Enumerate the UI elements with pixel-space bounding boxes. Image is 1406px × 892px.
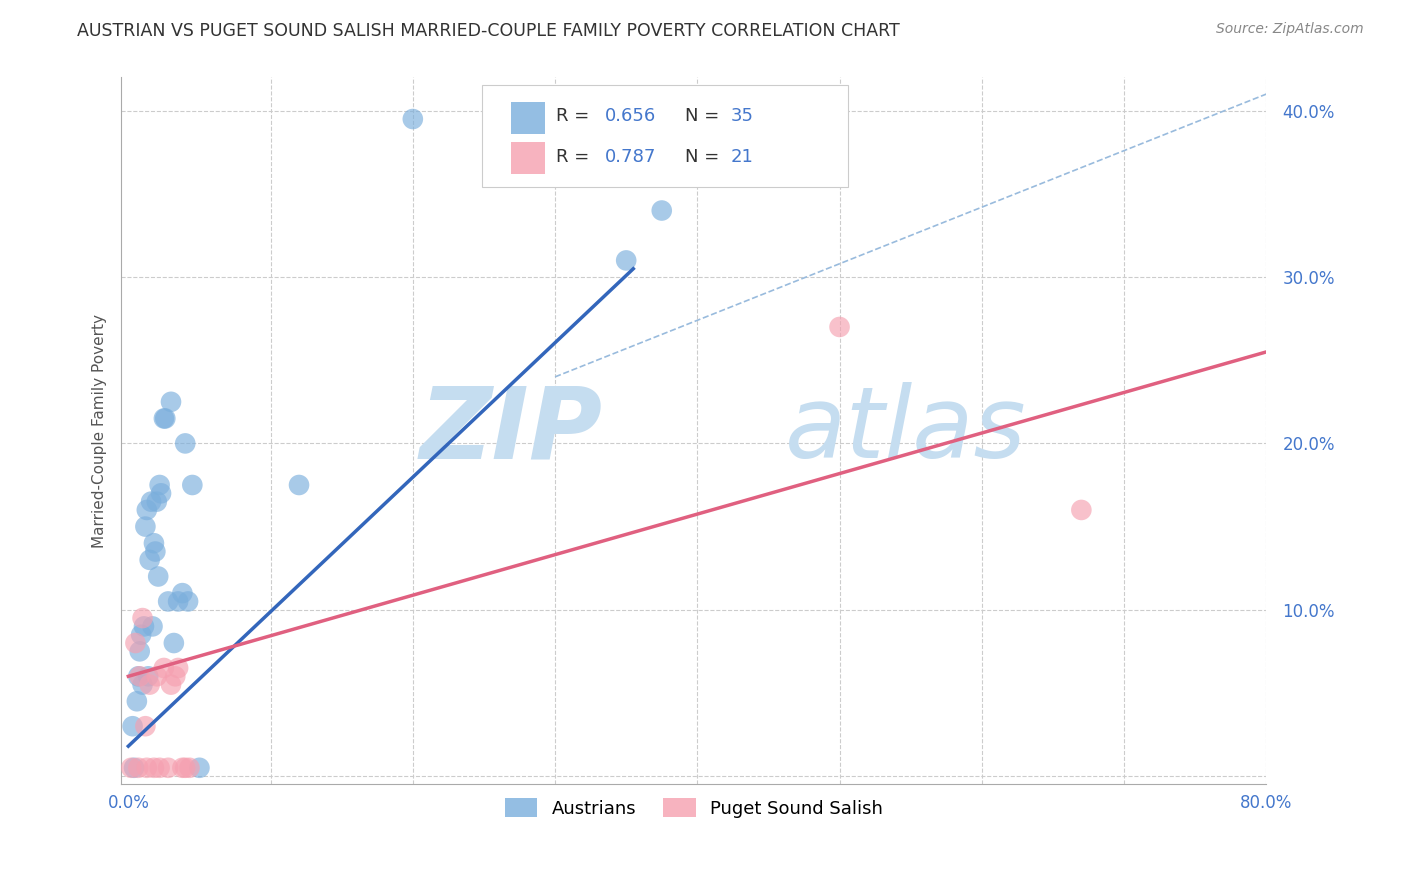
- Point: [128, 669, 150, 683]
- Point: [160, 678, 183, 692]
- Point: [402, 112, 425, 126]
- Point: [120, 761, 142, 775]
- Point: [142, 761, 165, 775]
- Point: [174, 436, 197, 450]
- Point: [614, 253, 637, 268]
- Point: [288, 478, 311, 492]
- Point: [1070, 503, 1092, 517]
- Point: [163, 636, 186, 650]
- Point: [124, 636, 146, 650]
- Point: [153, 661, 176, 675]
- Point: [122, 761, 145, 775]
- Text: 0.656: 0.656: [605, 107, 655, 125]
- Point: [167, 661, 190, 675]
- Legend: Austrians, Puget Sound Salish: Austrians, Puget Sound Salish: [498, 791, 890, 825]
- Text: R =: R =: [557, 107, 595, 125]
- Text: 21: 21: [730, 147, 754, 166]
- Text: R =: R =: [557, 147, 595, 166]
- Point: [127, 669, 149, 683]
- Point: [134, 719, 156, 733]
- Point: [828, 320, 851, 334]
- Point: [167, 594, 190, 608]
- FancyBboxPatch shape: [510, 143, 546, 174]
- Point: [651, 203, 673, 218]
- Point: [160, 394, 183, 409]
- Point: [142, 536, 165, 550]
- Point: [135, 503, 157, 517]
- Point: [132, 619, 155, 633]
- Point: [177, 594, 200, 608]
- Point: [149, 761, 172, 775]
- Point: [146, 494, 169, 508]
- Point: [150, 486, 173, 500]
- Text: atlas: atlas: [786, 383, 1026, 479]
- Y-axis label: Married-Couple Family Poverty: Married-Couple Family Poverty: [93, 314, 107, 548]
- Point: [155, 411, 177, 425]
- Text: ZIP: ZIP: [419, 383, 602, 479]
- Point: [188, 761, 211, 775]
- Point: [157, 594, 180, 608]
- FancyBboxPatch shape: [482, 85, 848, 187]
- Point: [157, 761, 180, 775]
- Point: [134, 519, 156, 533]
- Point: [143, 544, 166, 558]
- Text: Source: ZipAtlas.com: Source: ZipAtlas.com: [1216, 22, 1364, 37]
- Point: [135, 761, 157, 775]
- Point: [136, 669, 159, 683]
- Point: [128, 644, 150, 658]
- Point: [131, 678, 153, 692]
- Text: 0.787: 0.787: [605, 147, 655, 166]
- Point: [174, 761, 197, 775]
- Point: [172, 586, 194, 600]
- Text: N =: N =: [685, 147, 724, 166]
- Point: [181, 478, 204, 492]
- Text: N =: N =: [685, 107, 724, 125]
- Text: 35: 35: [730, 107, 754, 125]
- Point: [146, 669, 169, 683]
- Point: [139, 494, 162, 508]
- Text: AUSTRIAN VS PUGET SOUND SALISH MARRIED-COUPLE FAMILY POVERTY CORRELATION CHART: AUSTRIAN VS PUGET SOUND SALISH MARRIED-C…: [77, 22, 900, 40]
- Point: [165, 669, 187, 683]
- Point: [138, 553, 160, 567]
- Point: [129, 628, 152, 642]
- Point: [121, 719, 143, 733]
- Point: [149, 478, 172, 492]
- Point: [131, 611, 153, 625]
- Point: [127, 761, 149, 775]
- Point: [179, 761, 201, 775]
- Point: [153, 411, 176, 425]
- Point: [125, 694, 148, 708]
- Point: [172, 761, 194, 775]
- Point: [148, 569, 170, 583]
- Point: [138, 678, 160, 692]
- FancyBboxPatch shape: [510, 103, 546, 134]
- Point: [141, 619, 163, 633]
